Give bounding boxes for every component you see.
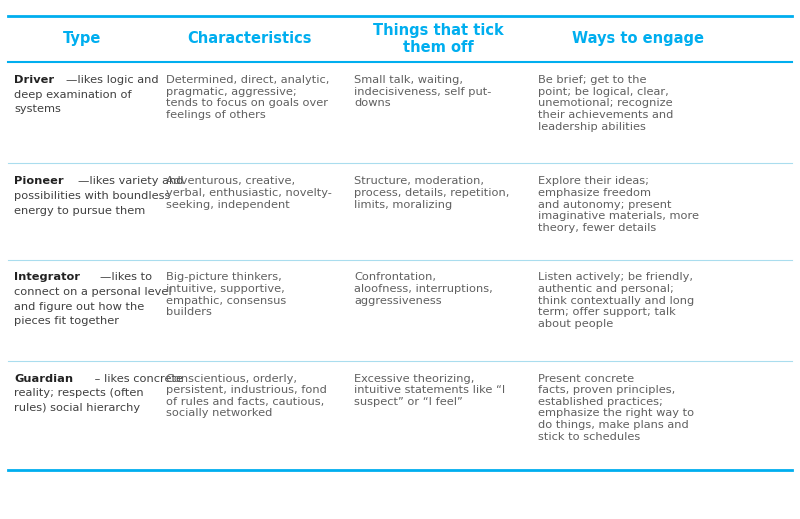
Text: Excessive theorizing,
intuitive statements like “I
suspect” or “I feel”: Excessive theorizing, intuitive statemen…	[354, 374, 506, 407]
Text: rules) social hierarchy: rules) social hierarchy	[14, 403, 141, 413]
Text: connect on a personal level: connect on a personal level	[14, 287, 172, 297]
Text: Structure, moderation,
process, details, repetition,
limits, moralizing: Structure, moderation, process, details,…	[354, 176, 510, 210]
Text: – likes concrete: – likes concrete	[90, 374, 182, 384]
Text: deep examination of: deep examination of	[14, 90, 132, 100]
Text: Big-picture thinkers,
intuitive, supportive,
empathic, consensus
builders: Big-picture thinkers, intuitive, support…	[166, 272, 286, 317]
Text: Confrontation,
aloofness, interruptions,
aggressiveness: Confrontation, aloofness, interruptions,…	[354, 272, 493, 306]
Text: Things that tick
them off: Things that tick them off	[373, 23, 503, 55]
Text: Guardian: Guardian	[14, 374, 74, 384]
Text: Explore their ideas;
emphasize freedom
and autonomy; present
imaginative materia: Explore their ideas; emphasize freedom a…	[538, 176, 699, 233]
Text: Integrator: Integrator	[14, 272, 80, 282]
Text: Present concrete
facts, proven principles,
established practices;
emphasize the : Present concrete facts, proven principle…	[538, 374, 694, 442]
Text: Characteristics: Characteristics	[188, 32, 312, 46]
Text: Listen actively; be friendly,
authentic and personal;
think contextually and lon: Listen actively; be friendly, authentic …	[538, 272, 694, 329]
Text: Conscientious, orderly,
persistent, industrious, fond
of rules and facts, cautio: Conscientious, orderly, persistent, indu…	[166, 374, 327, 418]
Text: Type: Type	[63, 32, 101, 46]
Text: Small talk, waiting,
indecisiveness, self put-
downs: Small talk, waiting, indecisiveness, sel…	[354, 75, 492, 108]
Text: Determined, direct, analytic,
pragmatic, aggressive;
tends to focus on goals ove: Determined, direct, analytic, pragmatic,…	[166, 75, 330, 120]
Text: —likes to: —likes to	[99, 272, 152, 282]
Text: reality; respects (often: reality; respects (often	[14, 388, 144, 398]
Text: —likes logic and: —likes logic and	[66, 75, 158, 85]
Text: Adventurous, creative,
verbal, enthusiastic, novelty-
seeking, independent: Adventurous, creative, verbal, enthusias…	[166, 176, 332, 210]
Text: possibilities with boundless: possibilities with boundless	[14, 191, 170, 201]
Text: energy to pursue them: energy to pursue them	[14, 206, 146, 215]
Text: Driver: Driver	[14, 75, 54, 85]
Text: Pioneer: Pioneer	[14, 176, 64, 186]
Text: systems: systems	[14, 104, 62, 114]
Text: Ways to engage: Ways to engage	[572, 32, 704, 46]
Text: and figure out how the: and figure out how the	[14, 302, 145, 311]
Text: pieces fit together: pieces fit together	[14, 316, 119, 326]
Text: —likes variety and: —likes variety and	[78, 176, 184, 186]
Text: Be brief; get to the
point; be logical, clear,
unemotional; recognize
their achi: Be brief; get to the point; be logical, …	[538, 75, 674, 132]
